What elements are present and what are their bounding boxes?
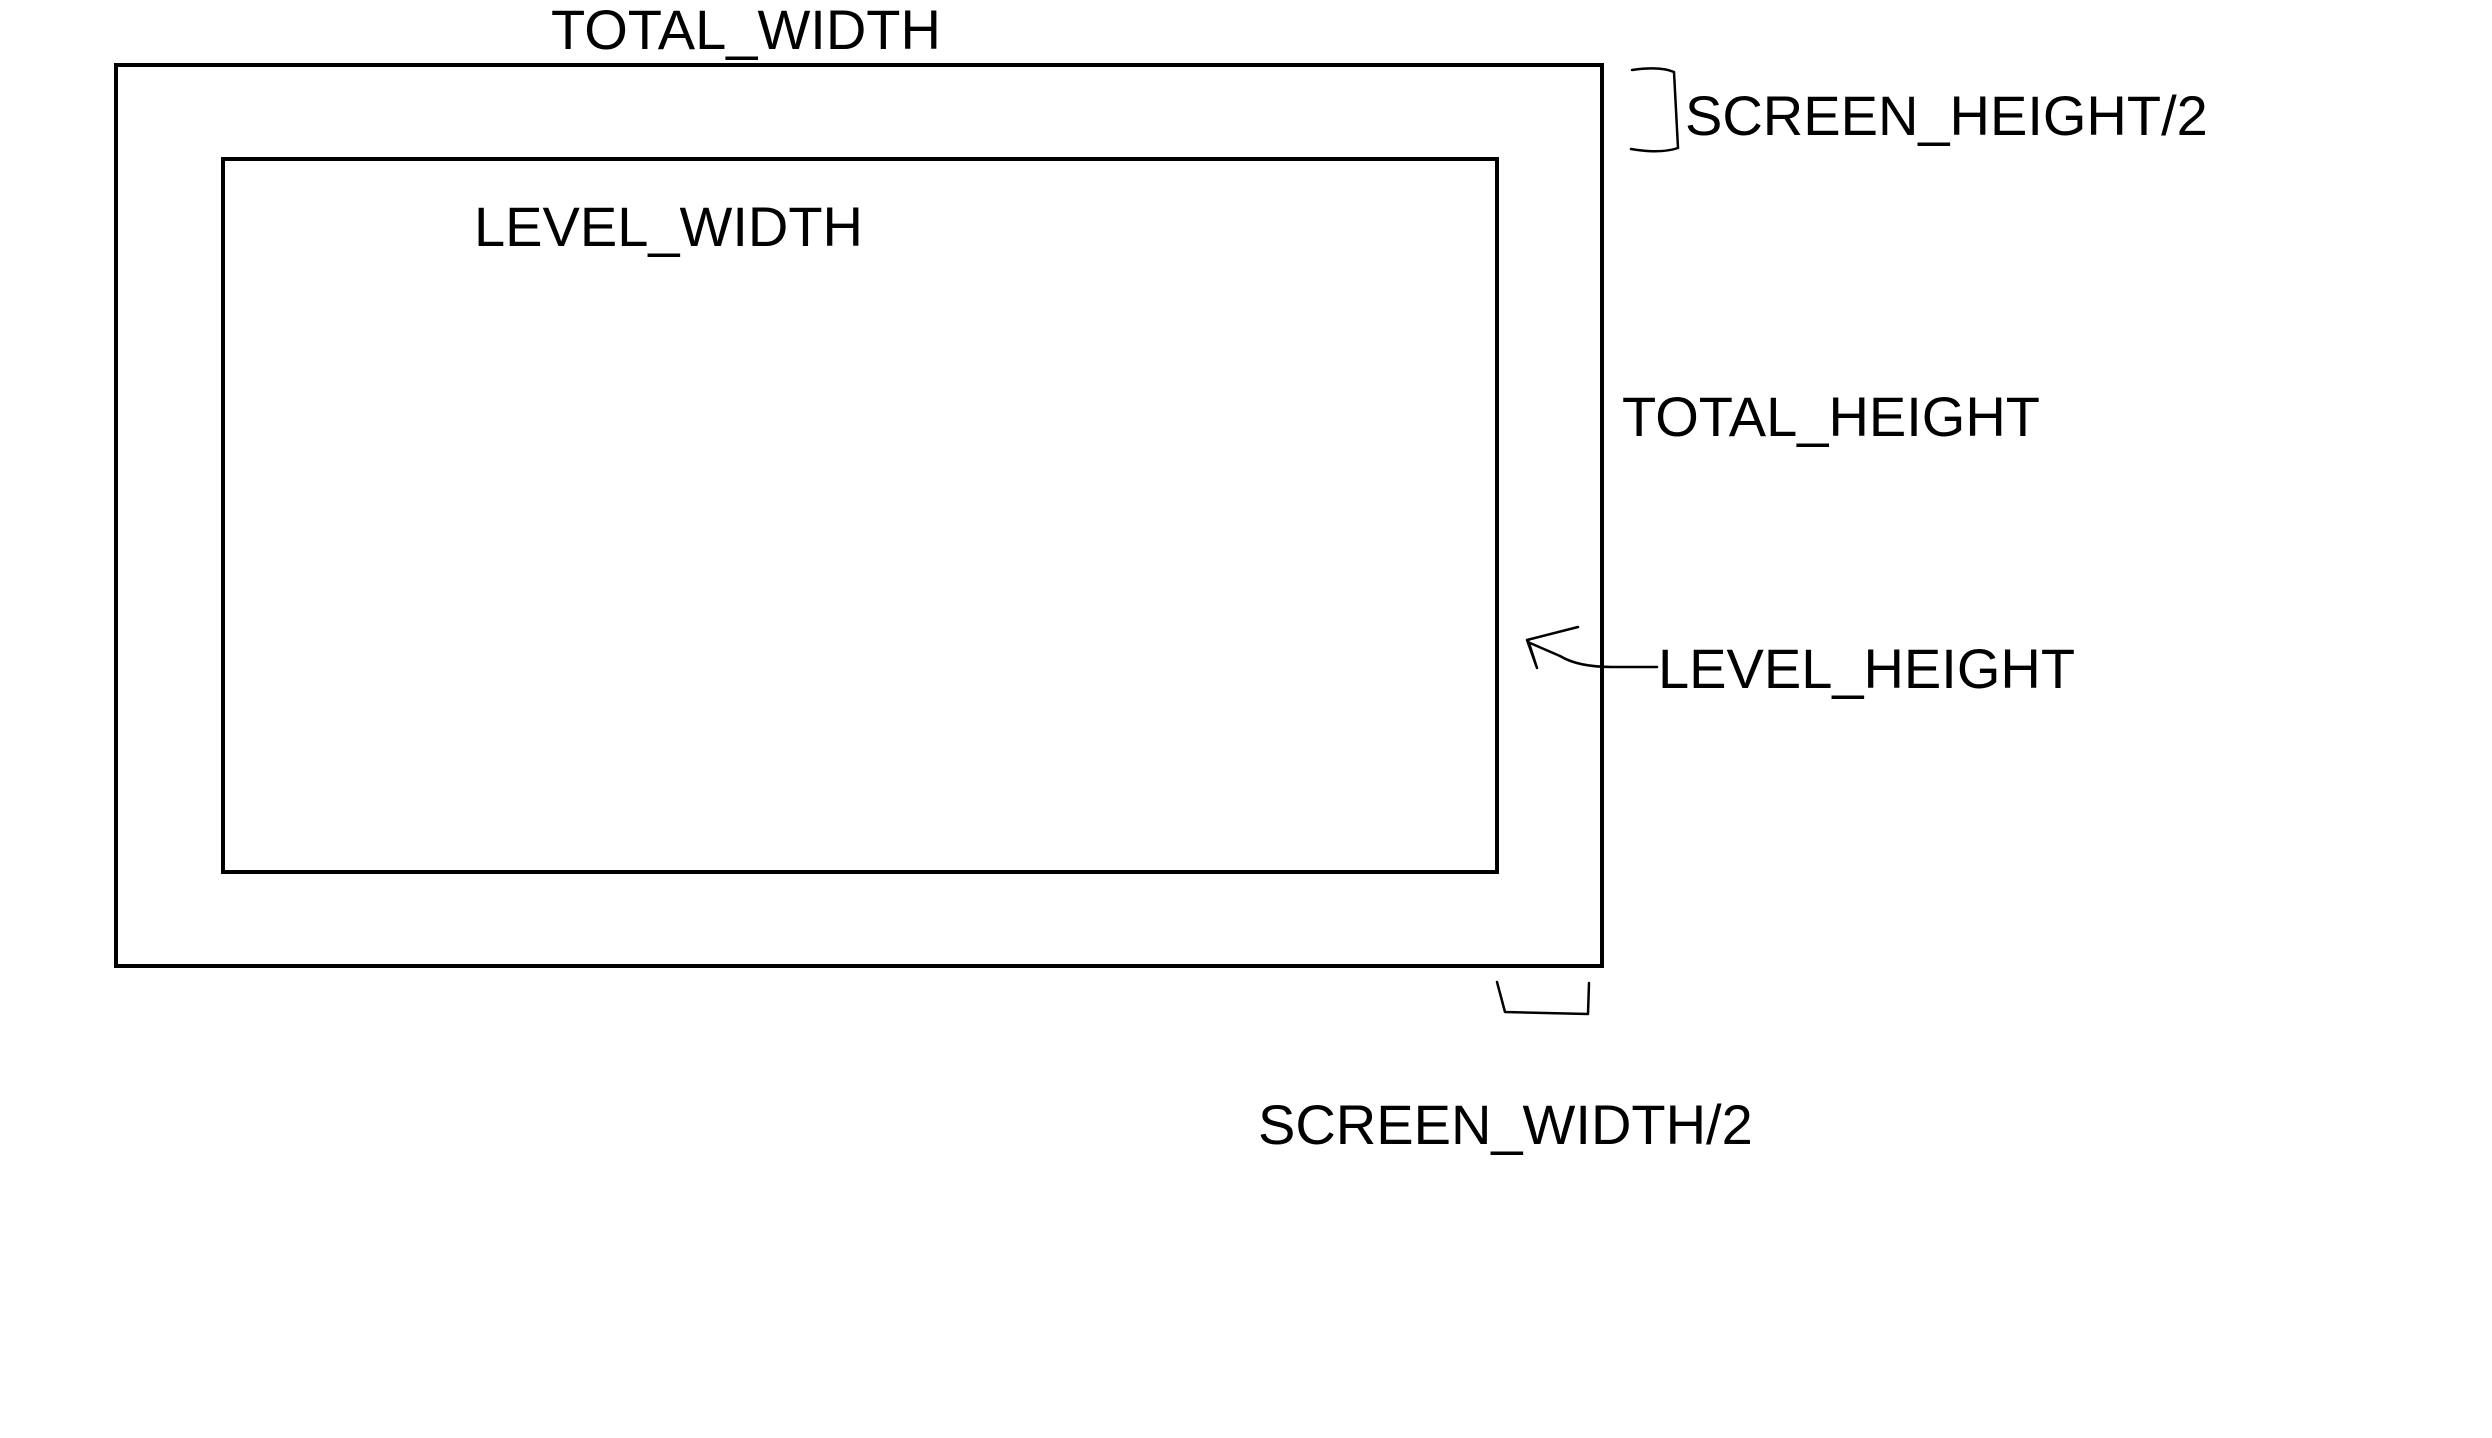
screen-width-half-label: SCREEN_WIDTH/2 <box>1258 1093 1753 1156</box>
total-width-label: TOTAL_WIDTH <box>551 0 941 61</box>
total-area-rect <box>114 63 1604 968</box>
level-height-arrow-line <box>1528 641 1659 669</box>
level-height-arrow-head <box>1525 625 1580 670</box>
screen-width-half-bracket <box>1495 980 1591 1016</box>
level-width-label: LEVEL_WIDTH <box>474 195 863 258</box>
screen-height-half-label: SCREEN_HEIGHT/2 <box>1685 84 2208 147</box>
level-height-label: LEVEL_HEIGHT <box>1658 637 2076 700</box>
screen-height-half-bracket <box>1629 67 1680 153</box>
level-area-rect <box>221 157 1499 874</box>
total-height-label: TOTAL_HEIGHT <box>1622 385 2041 448</box>
